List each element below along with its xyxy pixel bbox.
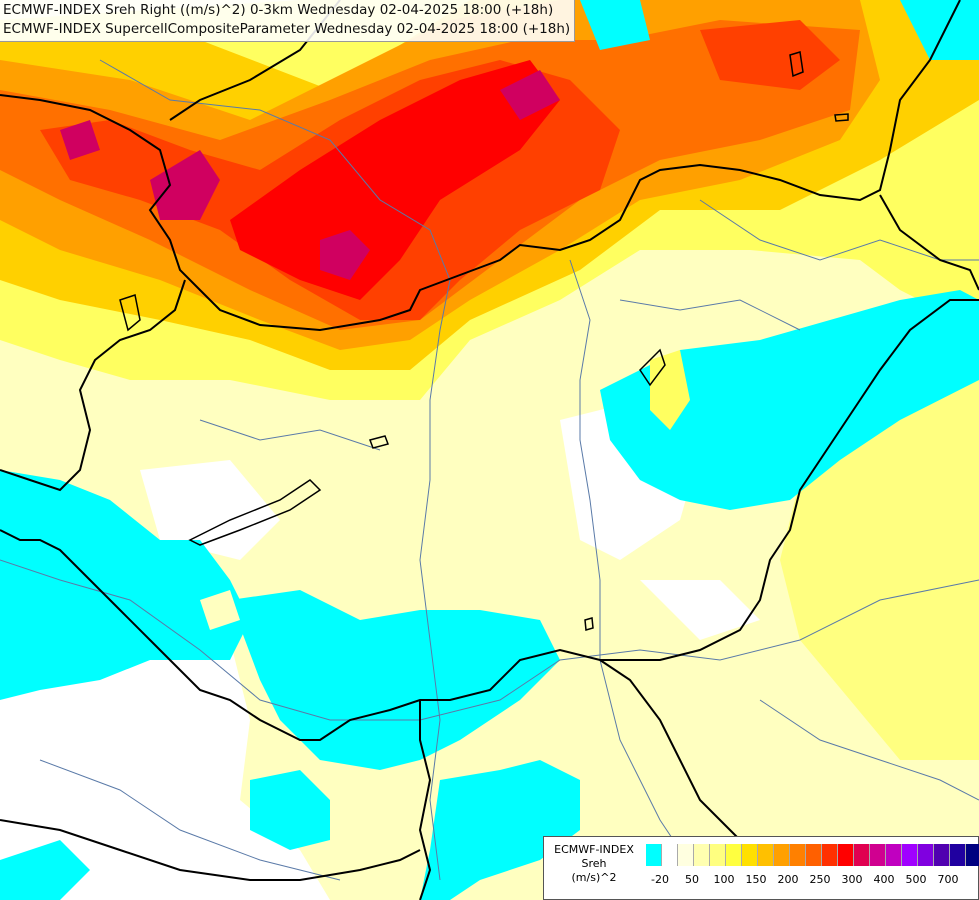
color-legend: ECMWF-INDEX Sreh (m/s)^2 -20 50 100 150 200 2…	[543, 836, 979, 900]
legend-tick-label: 50	[685, 873, 699, 886]
legend-swatch	[966, 844, 979, 866]
legend-title-source: ECMWF-INDEX	[554, 843, 634, 856]
legend-swatch	[854, 844, 870, 866]
legend-swatch	[902, 844, 918, 866]
legend-tick-label: -20	[651, 873, 669, 886]
lakes	[119, 51, 849, 631]
title-line-scp: ECMWF-INDEX SupercellCompositeParameter …	[3, 21, 571, 37]
legend-swatch	[838, 844, 854, 866]
legend-tick-label: 300	[841, 873, 863, 886]
yellow-pockets	[200, 350, 690, 630]
legend-swatch	[646, 844, 662, 866]
legend-tick-labels: -20 50 100 150 200 250 300 400 500 700	[646, 873, 976, 889]
legend-swatch	[662, 844, 678, 866]
legend-tick-label: 250	[809, 873, 831, 886]
legend-tick-label: 200	[777, 873, 799, 886]
legend-swatch	[918, 844, 934, 866]
legend-title: ECMWF-INDEX Sreh (m/s)^2	[544, 843, 644, 885]
legend-swatch	[870, 844, 886, 866]
legend-swatch	[806, 844, 822, 866]
legend-swatch	[934, 844, 950, 866]
legend-swatch	[742, 844, 758, 866]
legend-tick-label: 500	[905, 873, 927, 886]
legend-swatch	[678, 844, 694, 866]
legend-tick-label: 700	[937, 873, 959, 886]
legend-color-scale	[646, 844, 979, 866]
rivers	[0, 59, 979, 881]
legend-swatch	[758, 844, 774, 866]
legend-swatch	[694, 844, 710, 866]
legend-title-variable: Sreh	[581, 857, 607, 870]
red-areas	[40, 20, 840, 320]
map-title-box: ECMWF-INDEX Sreh Right ((m/s)^2) 0-3km W…	[0, 0, 576, 42]
legend-tick-label: 100	[713, 873, 735, 886]
title-line-sreh: ECMWF-INDEX Sreh Right ((m/s)^2) 0-3km W…	[3, 2, 554, 18]
magenta-areas	[60, 70, 560, 280]
legend-swatch	[790, 844, 806, 866]
legend-swatch	[886, 844, 902, 866]
legend-swatch	[726, 844, 742, 866]
legend-swatch	[950, 844, 966, 866]
legend-swatch	[822, 844, 838, 866]
legend-tick-label: 150	[745, 873, 767, 886]
legend-swatch	[710, 844, 726, 866]
legend-tick-label: 400	[873, 873, 895, 886]
legend-swatch	[774, 844, 790, 866]
legend-title-unit: (m/s)^2	[571, 871, 617, 884]
